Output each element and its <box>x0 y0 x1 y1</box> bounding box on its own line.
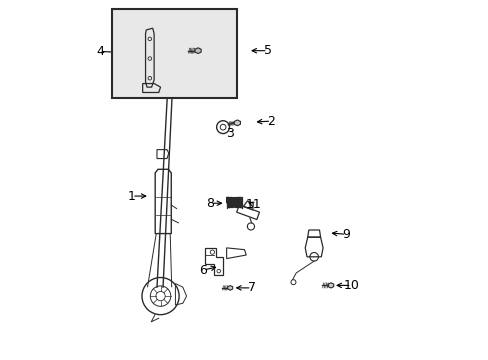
Text: 4: 4 <box>96 45 103 58</box>
Text: 6: 6 <box>199 264 207 276</box>
Text: 11: 11 <box>245 198 261 211</box>
Text: 10: 10 <box>343 279 359 292</box>
Polygon shape <box>195 48 201 54</box>
Bar <box>112 9 237 98</box>
Text: 2: 2 <box>267 114 275 127</box>
Text: 5: 5 <box>263 44 271 57</box>
Polygon shape <box>327 283 333 288</box>
Text: 7: 7 <box>247 282 255 294</box>
Polygon shape <box>227 285 232 290</box>
Text: 9: 9 <box>342 228 349 241</box>
Polygon shape <box>234 120 240 126</box>
Text: 1: 1 <box>128 190 136 203</box>
Text: 8: 8 <box>206 197 214 210</box>
Text: 3: 3 <box>226 127 234 140</box>
